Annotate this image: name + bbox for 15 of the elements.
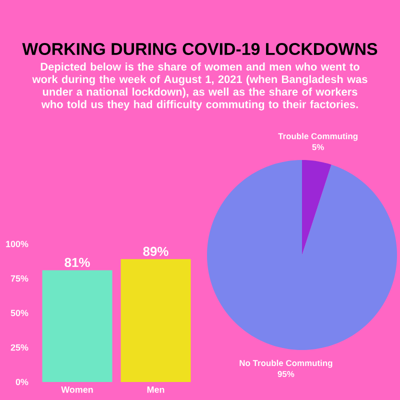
y-tick-label: 0% (16, 378, 28, 386)
x-tick-label: Men (147, 386, 164, 393)
x-tick-label: Women (61, 386, 93, 393)
y-tick-label: 75% (10, 275, 28, 282)
chart-subtitle: Depicted below is the share of women and men who went to work during the week of August 1, 2021 (when Bangladesh was under a national lockdown), as well as the share of workers who told us they had difficulty commuting to their factories. (32, 62, 368, 110)
slice-label: Trouble Commuting (278, 132, 358, 141)
data-label: 81% (64, 258, 90, 268)
y-tick-label: 100% (6, 240, 28, 248)
y-tick-label: 50% (10, 310, 28, 316)
y-tick-label: 25% (10, 344, 28, 351)
data-label: 5% (312, 144, 324, 150)
chart-title: WORKING DURING COVID-19 LOCKDOWNS (22, 43, 378, 55)
data-label: 89% (143, 246, 168, 256)
slice-label: No Trouble Commuting (240, 360, 332, 368)
data-label: 95% (278, 371, 294, 378)
